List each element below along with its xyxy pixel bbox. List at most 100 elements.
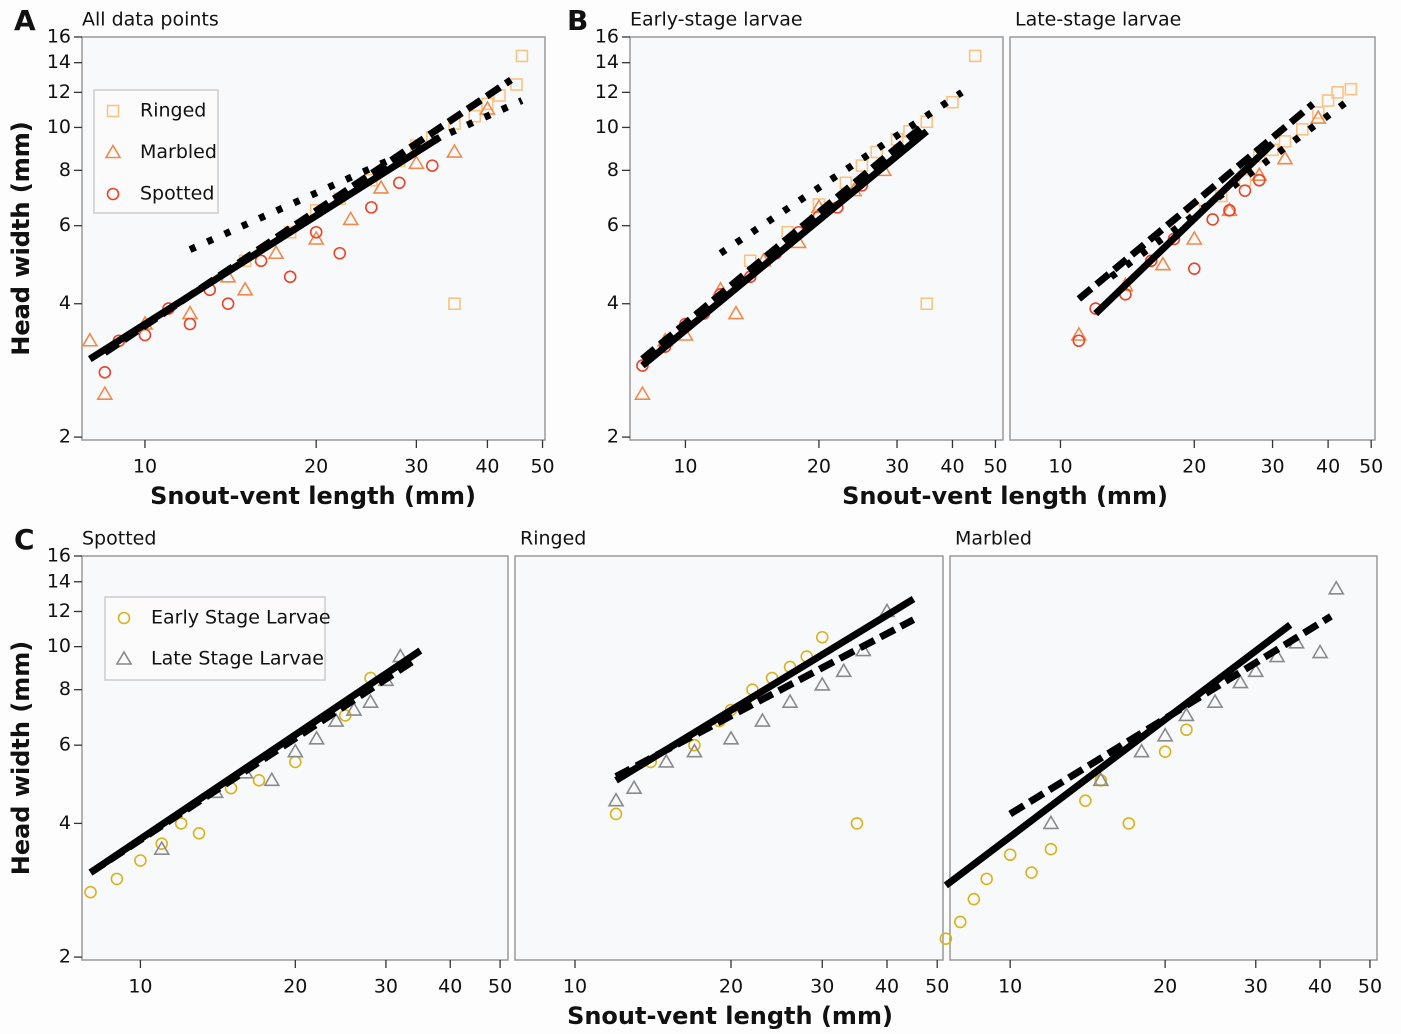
point bbox=[342, 210, 360, 226]
x-tick-label: 30 bbox=[1260, 456, 1284, 478]
point bbox=[920, 297, 934, 311]
point bbox=[850, 817, 864, 830]
x-tick-label: 10 bbox=[998, 976, 1022, 998]
y-tick-label: 4 bbox=[59, 812, 71, 834]
point bbox=[870, 145, 884, 159]
point bbox=[1344, 82, 1358, 96]
point bbox=[252, 774, 266, 787]
legend-box bbox=[93, 89, 219, 214]
x-tick-label: 50 bbox=[530, 456, 554, 478]
panel: Marbled 10 20 30 40 50 bbox=[939, 528, 1382, 998]
point bbox=[333, 246, 347, 260]
panel: Ringed 10 20 30 40 50 Snout-vent length (mm) bbox=[514, 528, 949, 1030]
legend-label: Early Stage Larvae bbox=[151, 607, 331, 629]
legend-label: Ringed bbox=[140, 100, 206, 122]
y-tick-label: 2 bbox=[59, 426, 71, 448]
point bbox=[110, 872, 124, 886]
x-tick-label: 30 bbox=[404, 456, 428, 478]
legend-box bbox=[104, 596, 326, 681]
legend-label: Spotted bbox=[140, 183, 214, 205]
fit-line bbox=[1076, 101, 1316, 302]
panel-title: All data points bbox=[82, 9, 219, 31]
point bbox=[308, 730, 326, 745]
point bbox=[727, 305, 745, 320]
panel-label: B bbox=[567, 4, 588, 37]
point bbox=[1276, 150, 1294, 165]
x-tick-label: 10 bbox=[1048, 456, 1072, 478]
point bbox=[1321, 94, 1335, 107]
point bbox=[1042, 814, 1060, 830]
fit-line bbox=[102, 77, 513, 356]
point bbox=[813, 676, 831, 691]
point bbox=[1309, 109, 1327, 124]
plot-area bbox=[1009, 36, 1376, 441]
point bbox=[1185, 230, 1203, 245]
point bbox=[688, 738, 701, 752]
fit-line bbox=[1008, 613, 1333, 817]
point bbox=[781, 693, 799, 708]
point bbox=[1247, 662, 1265, 678]
panel: B Early-stage larvae 2 4 6 8 10 12 14 16 10 20 30 40 5… bbox=[7, 4, 1168, 510]
point bbox=[372, 179, 390, 194]
legend-marker bbox=[106, 104, 120, 118]
y-tick-label: 12 bbox=[47, 81, 71, 103]
point bbox=[946, 95, 959, 109]
x-tick-label: 30 bbox=[810, 976, 834, 998]
point bbox=[657, 753, 675, 768]
point bbox=[96, 385, 114, 400]
y-tick-label: 6 bbox=[607, 214, 619, 236]
panel-title: Marbled bbox=[955, 528, 1032, 550]
x-tick-label: 50 bbox=[1358, 976, 1382, 998]
legend-marker bbox=[106, 187, 120, 201]
fit-line bbox=[88, 657, 416, 876]
fit-line bbox=[943, 622, 1293, 889]
point bbox=[254, 254, 268, 268]
x-tick-label: 20 bbox=[304, 456, 328, 478]
y-tick-label: 6 bbox=[59, 734, 71, 756]
panel: Late-stage larvae 10 20 30 40 50 bbox=[1009, 9, 1383, 478]
point bbox=[1158, 745, 1172, 759]
x-tick-label: 10 bbox=[128, 976, 152, 998]
y-tick-label: 10 bbox=[47, 635, 71, 657]
legend-label: Late Stage Larvae bbox=[151, 648, 324, 670]
point bbox=[1252, 173, 1266, 187]
point bbox=[1180, 723, 1193, 737]
y-tick-label: 4 bbox=[607, 292, 619, 314]
point bbox=[1311, 106, 1325, 119]
point bbox=[155, 837, 169, 851]
point bbox=[267, 244, 285, 260]
x-tick-label: 30 bbox=[885, 456, 909, 478]
panel: C Spotted 2 4 6 8 10 12 14 16 10 20 30 40 50 Head width… bbox=[7, 523, 512, 998]
x-tick-label: 20 bbox=[1153, 976, 1177, 998]
point bbox=[510, 78, 523, 91]
y-axis-label: Head width (mm) bbox=[7, 121, 35, 356]
y-tick-label: 14 bbox=[47, 570, 71, 592]
legend-marker bbox=[104, 143, 122, 159]
point bbox=[365, 201, 378, 214]
y-tick-label: 12 bbox=[47, 600, 71, 622]
point bbox=[81, 332, 99, 347]
y-tick-label: 16 bbox=[47, 26, 71, 48]
x-tick-label: 20 bbox=[719, 976, 743, 998]
x-tick-label: 40 bbox=[875, 976, 899, 998]
y-tick-label: 8 bbox=[607, 159, 619, 181]
point bbox=[84, 885, 97, 899]
x-tick-label: 20 bbox=[283, 976, 307, 998]
point bbox=[98, 366, 112, 379]
panel-label: C bbox=[14, 523, 35, 556]
y-tick-label: 8 bbox=[59, 678, 71, 700]
legend-label: Marbled bbox=[140, 141, 217, 163]
point bbox=[327, 712, 345, 727]
point bbox=[221, 297, 235, 311]
point bbox=[446, 143, 463, 158]
point bbox=[1133, 743, 1150, 758]
y-tick-label: 4 bbox=[59, 292, 71, 314]
x-axis-label: Snout-vent length (mm) bbox=[842, 482, 1168, 510]
y-tick-label: 16 bbox=[595, 26, 619, 48]
point bbox=[815, 630, 829, 644]
point bbox=[515, 49, 529, 63]
x-tick-label: 20 bbox=[807, 456, 831, 478]
point bbox=[855, 159, 869, 172]
fit-line bbox=[640, 124, 924, 362]
